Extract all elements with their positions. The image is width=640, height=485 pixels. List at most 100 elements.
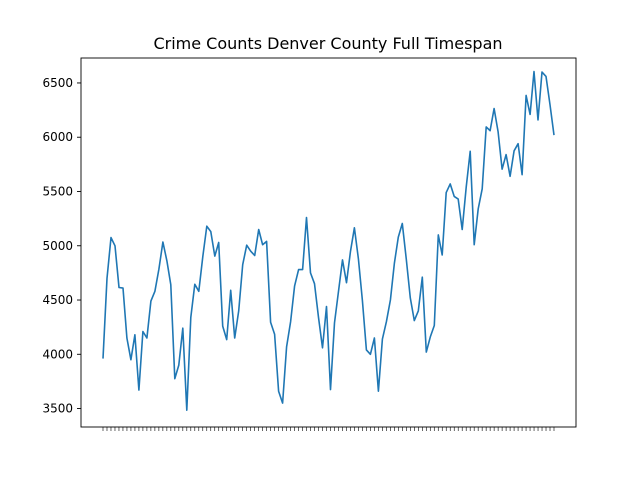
data-point bbox=[266, 241, 267, 242]
series-line bbox=[102, 70, 555, 412]
data-point bbox=[154, 291, 155, 292]
plot-area-frame bbox=[80, 57, 577, 428]
data-point bbox=[378, 391, 379, 392]
data-point bbox=[110, 237, 111, 238]
data-point bbox=[298, 269, 299, 270]
data-point bbox=[438, 234, 439, 235]
data-point bbox=[482, 188, 483, 189]
data-point bbox=[274, 334, 275, 335]
data-point bbox=[374, 337, 375, 338]
data-point bbox=[434, 325, 435, 326]
data-point bbox=[426, 352, 427, 353]
data-point bbox=[178, 365, 179, 366]
data-point bbox=[226, 339, 227, 340]
data-point bbox=[318, 317, 319, 318]
data-point bbox=[370, 354, 371, 355]
data-point bbox=[210, 231, 211, 232]
data-point bbox=[262, 244, 263, 245]
data-point bbox=[150, 301, 151, 302]
data-point bbox=[190, 317, 191, 318]
data-point bbox=[282, 403, 283, 404]
data-point bbox=[146, 337, 147, 338]
data-point bbox=[553, 134, 554, 135]
data-point bbox=[430, 336, 431, 337]
data-point bbox=[406, 259, 407, 260]
data-point bbox=[166, 260, 167, 261]
data-point bbox=[302, 269, 303, 270]
y-tick-label: 4500 bbox=[42, 293, 73, 307]
data-point bbox=[525, 95, 526, 96]
data-point bbox=[334, 322, 335, 323]
data-point bbox=[162, 241, 163, 242]
data-point bbox=[338, 291, 339, 292]
data-point bbox=[134, 334, 135, 335]
data-point bbox=[286, 346, 287, 347]
data-point bbox=[250, 251, 251, 252]
data-point bbox=[446, 192, 447, 193]
data-point bbox=[102, 358, 103, 359]
data-point bbox=[202, 256, 203, 257]
data-point bbox=[310, 272, 311, 273]
data-point bbox=[182, 328, 183, 329]
data-point bbox=[517, 143, 518, 144]
y-axis: 3500 4000 4500 5000 5500 6000 6500 bbox=[42, 76, 81, 416]
data-point bbox=[194, 284, 195, 285]
data-point bbox=[290, 321, 291, 322]
data-point bbox=[470, 151, 471, 152]
y-tick-label: 6500 bbox=[42, 76, 73, 90]
data-point bbox=[402, 223, 403, 224]
data-point bbox=[502, 169, 503, 170]
data-point bbox=[174, 378, 175, 379]
data-point bbox=[218, 242, 219, 243]
data-point bbox=[474, 244, 475, 245]
data-point bbox=[422, 277, 423, 278]
data-point bbox=[354, 227, 355, 228]
data-point bbox=[450, 183, 451, 184]
data-point bbox=[254, 255, 255, 256]
data-point bbox=[306, 217, 307, 218]
data-point bbox=[410, 297, 411, 298]
data-point bbox=[442, 254, 443, 255]
data-point bbox=[513, 150, 514, 151]
data-point bbox=[414, 320, 415, 321]
data-point bbox=[509, 176, 510, 177]
data-point bbox=[533, 71, 534, 72]
data-point bbox=[466, 187, 467, 188]
data-point bbox=[206, 226, 207, 227]
data-point bbox=[278, 391, 279, 392]
data-point bbox=[454, 196, 455, 197]
data-point bbox=[294, 285, 295, 286]
data-point bbox=[238, 310, 239, 311]
data-point bbox=[242, 264, 243, 265]
data-point bbox=[186, 410, 187, 411]
data-point bbox=[246, 245, 247, 246]
data-point bbox=[346, 282, 347, 283]
data-point bbox=[258, 229, 259, 230]
data-point bbox=[326, 306, 327, 307]
data-point bbox=[478, 208, 479, 209]
data-point bbox=[330, 389, 331, 390]
data-point bbox=[322, 347, 323, 348]
data-point bbox=[170, 284, 171, 285]
data-point bbox=[490, 130, 491, 131]
y-tick-label: 3500 bbox=[42, 402, 73, 416]
data-point bbox=[462, 229, 463, 230]
data-point bbox=[130, 359, 131, 360]
data-point bbox=[138, 390, 139, 391]
data-point bbox=[234, 337, 235, 338]
data-point bbox=[358, 258, 359, 259]
data-point bbox=[494, 108, 495, 109]
data-point bbox=[314, 283, 315, 284]
plot-lines bbox=[102, 70, 555, 412]
data-point bbox=[362, 300, 363, 301]
y-tick-label: 6000 bbox=[42, 130, 73, 144]
data-point bbox=[350, 251, 351, 252]
data-point bbox=[549, 104, 550, 105]
data-point bbox=[418, 310, 419, 311]
y-tick-label: 4000 bbox=[42, 347, 73, 361]
data-point bbox=[142, 331, 143, 332]
data-point bbox=[398, 236, 399, 237]
